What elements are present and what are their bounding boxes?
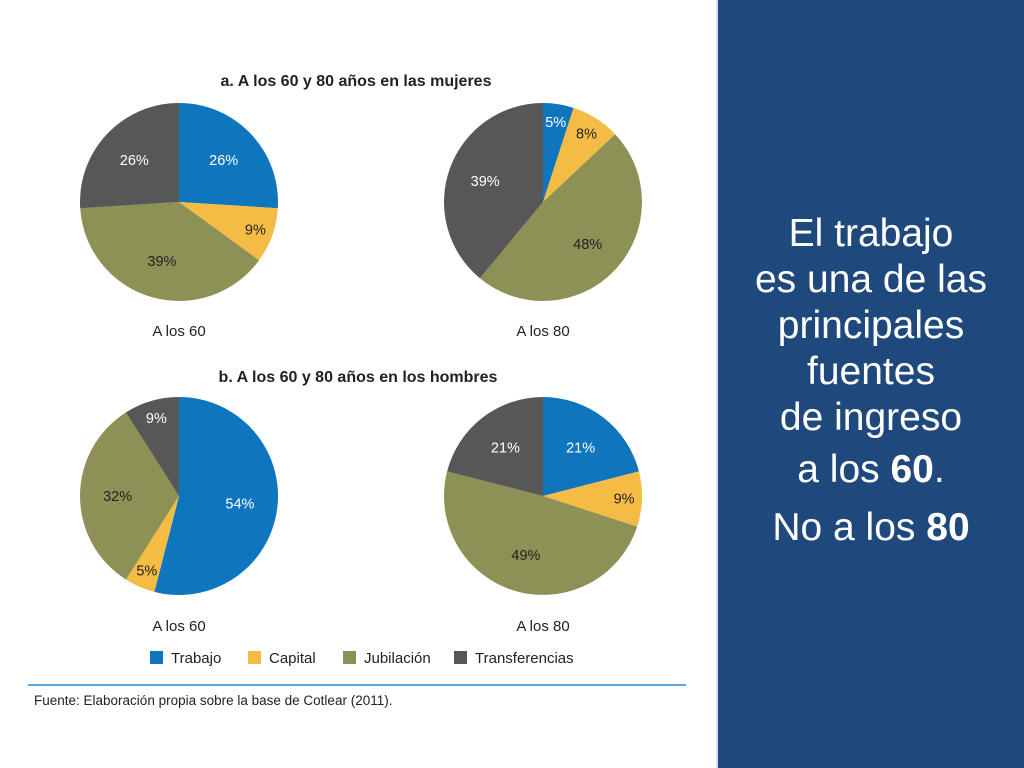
message-line: fuentes [807, 350, 935, 393]
legend-label-transferencias: Transferencias [475, 650, 574, 667]
pie-slice-men-60-jubilacion [79, 412, 179, 580]
message-emphasis-80: 80 [926, 506, 970, 549]
message-text: a los [797, 448, 891, 491]
message-text: . [933, 448, 945, 491]
message-line: El trabajo [788, 212, 954, 255]
pie-slice-women-80-jubilacion [479, 134, 642, 301]
pie-slice-women-80-transferencias [444, 103, 543, 279]
pie-slice-men-60-trabajo [154, 397, 278, 595]
pie-slice-women-60-jubilacion [80, 202, 260, 301]
pie-slice-men-60-capital [125, 496, 179, 592]
pie-slice-men-80-jubilacion [444, 471, 638, 595]
slice-label-men-80-capital: 9% [614, 492, 635, 508]
slice-label-men-60-capital: 5% [136, 564, 157, 580]
message-line: principales [777, 304, 965, 347]
slice-label-women-80-transferencias: 39% [471, 174, 500, 190]
legend: Trabajo Capital Jubilación Transferencia… [150, 650, 574, 667]
legend-label-trabajo: Trabajo [171, 650, 221, 667]
pie-women-80: 5% 8% 48% 39% [444, 103, 642, 301]
slice-label-men-80-jubilacion: 49% [511, 548, 540, 564]
message-emphasis-60: 60 [890, 448, 934, 491]
pie-slice-women-80-capital [543, 107, 616, 202]
slice-label-men-60-jubilacion: 32% [103, 489, 132, 505]
pie-men-80: 21% 9% 49% 21% [444, 397, 642, 595]
message-line-age-80: No a los 80 [772, 499, 969, 557]
legend-swatch-transferencias [454, 651, 467, 664]
pie-men-60: 54% 5% 32% 9% [79, 397, 278, 595]
pie-slice-men-60-transferencias [125, 397, 179, 496]
slice-label-women-80-jubilacion: 48% [573, 237, 602, 253]
pie-slice-women-80-trabajo [543, 103, 574, 202]
pie-label-women-60: A los 60 [152, 323, 205, 340]
slice-label-women-80-capital: 8% [576, 127, 597, 143]
pie-slice-women-60-transferencias [80, 103, 179, 209]
message-line: de ingreso [779, 396, 963, 439]
message-panel: El trabajo es una de las principales fue… [716, 0, 1024, 768]
slice-label-women-60-jubilacion: 39% [147, 254, 176, 270]
slice-label-women-60-capital: 9% [245, 223, 266, 239]
pie-slice-men-80-transferencias [447, 397, 543, 496]
message-line: es una de las [754, 258, 987, 301]
legend-label-jubilacion: Jubilación [364, 650, 431, 667]
message-text: No a los [772, 506, 927, 549]
pie-label-women-80: A los 80 [516, 323, 569, 340]
slice-label-men-60-trabajo: 54% [225, 497, 254, 513]
pie-slice-women-60-capital [179, 202, 278, 261]
message-line-age-60: a los 60. [797, 441, 944, 499]
source-note: Fuente: Elaboración propia sobre la base… [34, 693, 392, 708]
section-title-men: b. A los 60 y 80 años en los hombres [219, 369, 498, 386]
pie-slice-men-80-capital [543, 471, 642, 527]
slice-label-women-80-trabajo: 5% [545, 115, 566, 131]
legend-swatch-capital [248, 651, 261, 664]
slice-label-women-60-trabajo: 26% [209, 153, 238, 169]
slice-label-men-60-transferencias: 9% [146, 411, 167, 427]
pie-label-men-60: A los 60 [152, 618, 205, 635]
section-title-women: a. A los 60 y 80 años en las mujeres [221, 73, 492, 90]
pie-slice-men-80-trabajo [543, 397, 639, 496]
slice-label-men-80-transferencias: 21% [491, 441, 520, 457]
slice-label-women-60-transferencias: 26% [120, 153, 149, 169]
slice-label-men-80-trabajo: 21% [566, 441, 595, 457]
pie-women-60: 26% 9% 39% 26% [80, 103, 278, 301]
legend-swatch-jubilacion [343, 651, 356, 664]
legend-swatch-trabajo [150, 651, 163, 664]
legend-label-capital: Capital [269, 650, 316, 667]
pie-slice-women-60-trabajo [179, 103, 278, 209]
pie-chart-figure: a. A los 60 y 80 años en las mujeres 26%… [28, 73, 686, 708]
pie-label-men-80: A los 80 [516, 618, 569, 635]
